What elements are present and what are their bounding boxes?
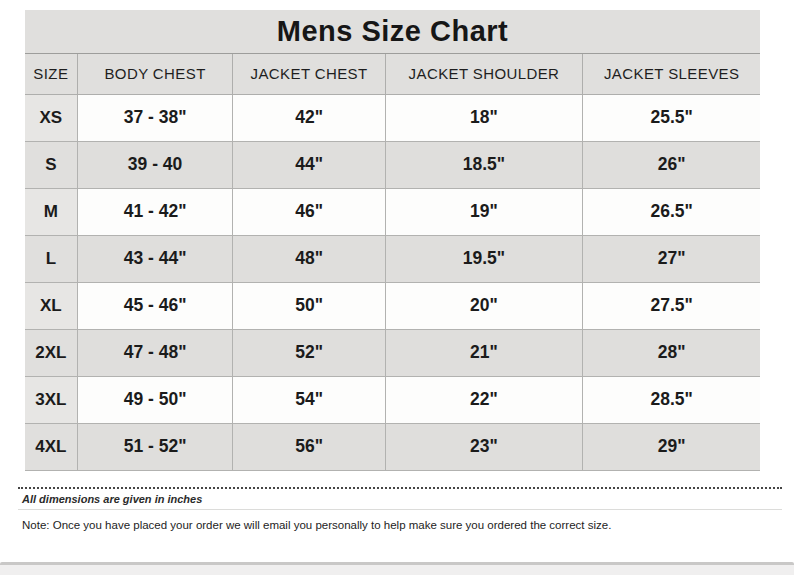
cell-jacket-sleeves: 26.5" bbox=[583, 188, 760, 235]
cell-jacket-shoulder: 21" bbox=[385, 329, 583, 376]
cell-jacket-shoulder: 19" bbox=[385, 188, 583, 235]
cell-jacket-chest: 48" bbox=[233, 235, 385, 282]
table-row: L 43 - 44" 48" 19.5" 27" bbox=[25, 235, 760, 282]
cell-body-chest: 49 - 50" bbox=[77, 376, 233, 423]
cell-size: L bbox=[25, 235, 77, 282]
cell-jacket-chest: 56" bbox=[233, 423, 385, 470]
col-header-jacket-shoulder: JACKET SHOULDER bbox=[385, 54, 583, 94]
col-header-body-chest: BODY CHEST bbox=[77, 54, 233, 94]
cell-size: M bbox=[25, 188, 77, 235]
table-header-row: SIZE BODY CHEST JACKET CHEST JACKET SHOU… bbox=[25, 54, 760, 94]
cell-body-chest: 37 - 38" bbox=[77, 94, 233, 141]
cell-body-chest: 43 - 44" bbox=[77, 235, 233, 282]
cell-jacket-chest: 50" bbox=[233, 282, 385, 329]
cell-size: 4XL bbox=[25, 423, 77, 470]
thin-divider bbox=[18, 509, 782, 510]
cell-jacket-shoulder: 23" bbox=[385, 423, 583, 470]
cell-size: XS bbox=[25, 94, 77, 141]
cell-jacket-shoulder: 18.5" bbox=[385, 141, 583, 188]
table-row: M 41 - 42" 46" 19" 26.5" bbox=[25, 188, 760, 235]
cell-jacket-chest: 42" bbox=[233, 94, 385, 141]
cell-body-chest: 51 - 52" bbox=[77, 423, 233, 470]
cell-size: 2XL bbox=[25, 329, 77, 376]
cell-jacket-sleeves: 28.5" bbox=[583, 376, 760, 423]
cell-jacket-shoulder: 19.5" bbox=[385, 235, 583, 282]
col-header-jacket-sleeves: JACKET SLEEVES bbox=[583, 54, 760, 94]
cell-jacket-sleeves: 27.5" bbox=[583, 282, 760, 329]
cell-body-chest: 45 - 46" bbox=[77, 282, 233, 329]
dimensions-note: All dimensions are given in inches bbox=[22, 493, 782, 505]
cell-jacket-shoulder: 22" bbox=[385, 376, 583, 423]
cell-jacket-chest: 54" bbox=[233, 376, 385, 423]
size-chart-page: Mens Size Chart SIZE BODY CHEST JACKET C… bbox=[0, 0, 794, 575]
cell-jacket-chest: 52" bbox=[233, 329, 385, 376]
cell-body-chest: 41 - 42" bbox=[77, 188, 233, 235]
cell-size: S bbox=[25, 141, 77, 188]
cell-jacket-sleeves: 25.5" bbox=[583, 94, 760, 141]
size-chart: Mens Size Chart SIZE BODY CHEST JACKET C… bbox=[25, 10, 760, 471]
cell-jacket-shoulder: 20" bbox=[385, 282, 583, 329]
table-row: XS 37 - 38" 42" 18" 25.5" bbox=[25, 94, 760, 141]
cell-jacket-sleeves: 26" bbox=[583, 141, 760, 188]
cell-jacket-sleeves: 28" bbox=[583, 329, 760, 376]
dotted-divider bbox=[18, 487, 782, 489]
order-note: Note: Once you have placed your order we… bbox=[22, 519, 782, 531]
table-row: XL 45 - 46" 50" 20" 27.5" bbox=[25, 282, 760, 329]
col-header-size: SIZE bbox=[25, 54, 77, 94]
cell-jacket-sleeves: 29" bbox=[583, 423, 760, 470]
cell-body-chest: 47 - 48" bbox=[77, 329, 233, 376]
cell-size: 3XL bbox=[25, 376, 77, 423]
page-title: Mens Size Chart bbox=[277, 15, 509, 48]
cell-jacket-chest: 44" bbox=[233, 141, 385, 188]
table-row: 4XL 51 - 52" 56" 23" 29" bbox=[25, 423, 760, 470]
cell-jacket-sleeves: 27" bbox=[583, 235, 760, 282]
footnotes: All dimensions are given in inches Note:… bbox=[18, 487, 782, 531]
size-table: SIZE BODY CHEST JACKET CHEST JACKET SHOU… bbox=[25, 54, 760, 471]
table-row: 3XL 49 - 50" 54" 22" 28.5" bbox=[25, 376, 760, 423]
cell-body-chest: 39 - 40 bbox=[77, 141, 233, 188]
cell-jacket-chest: 46" bbox=[233, 188, 385, 235]
bottom-bar bbox=[0, 562, 794, 575]
cell-size: XL bbox=[25, 282, 77, 329]
col-header-jacket-chest: JACKET CHEST bbox=[233, 54, 385, 94]
table-row: 2XL 47 - 48" 52" 21" 28" bbox=[25, 329, 760, 376]
chart-title-bar: Mens Size Chart bbox=[25, 10, 760, 54]
cell-jacket-shoulder: 18" bbox=[385, 94, 583, 141]
table-row: S 39 - 40 44" 18.5" 26" bbox=[25, 141, 760, 188]
